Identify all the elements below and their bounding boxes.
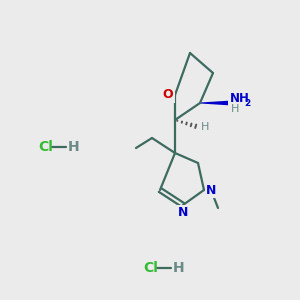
Text: H: H [201, 122, 209, 132]
Text: Cl: Cl [143, 261, 158, 275]
Text: 2: 2 [244, 100, 250, 109]
Text: H: H [231, 104, 239, 114]
Text: N: N [206, 184, 216, 196]
Text: H: H [173, 261, 184, 275]
Text: H: H [68, 140, 80, 154]
Text: NH: NH [230, 92, 250, 106]
Text: Cl: Cl [38, 140, 53, 154]
Text: O: O [163, 88, 173, 101]
Text: N: N [178, 206, 188, 219]
Polygon shape [200, 101, 228, 105]
